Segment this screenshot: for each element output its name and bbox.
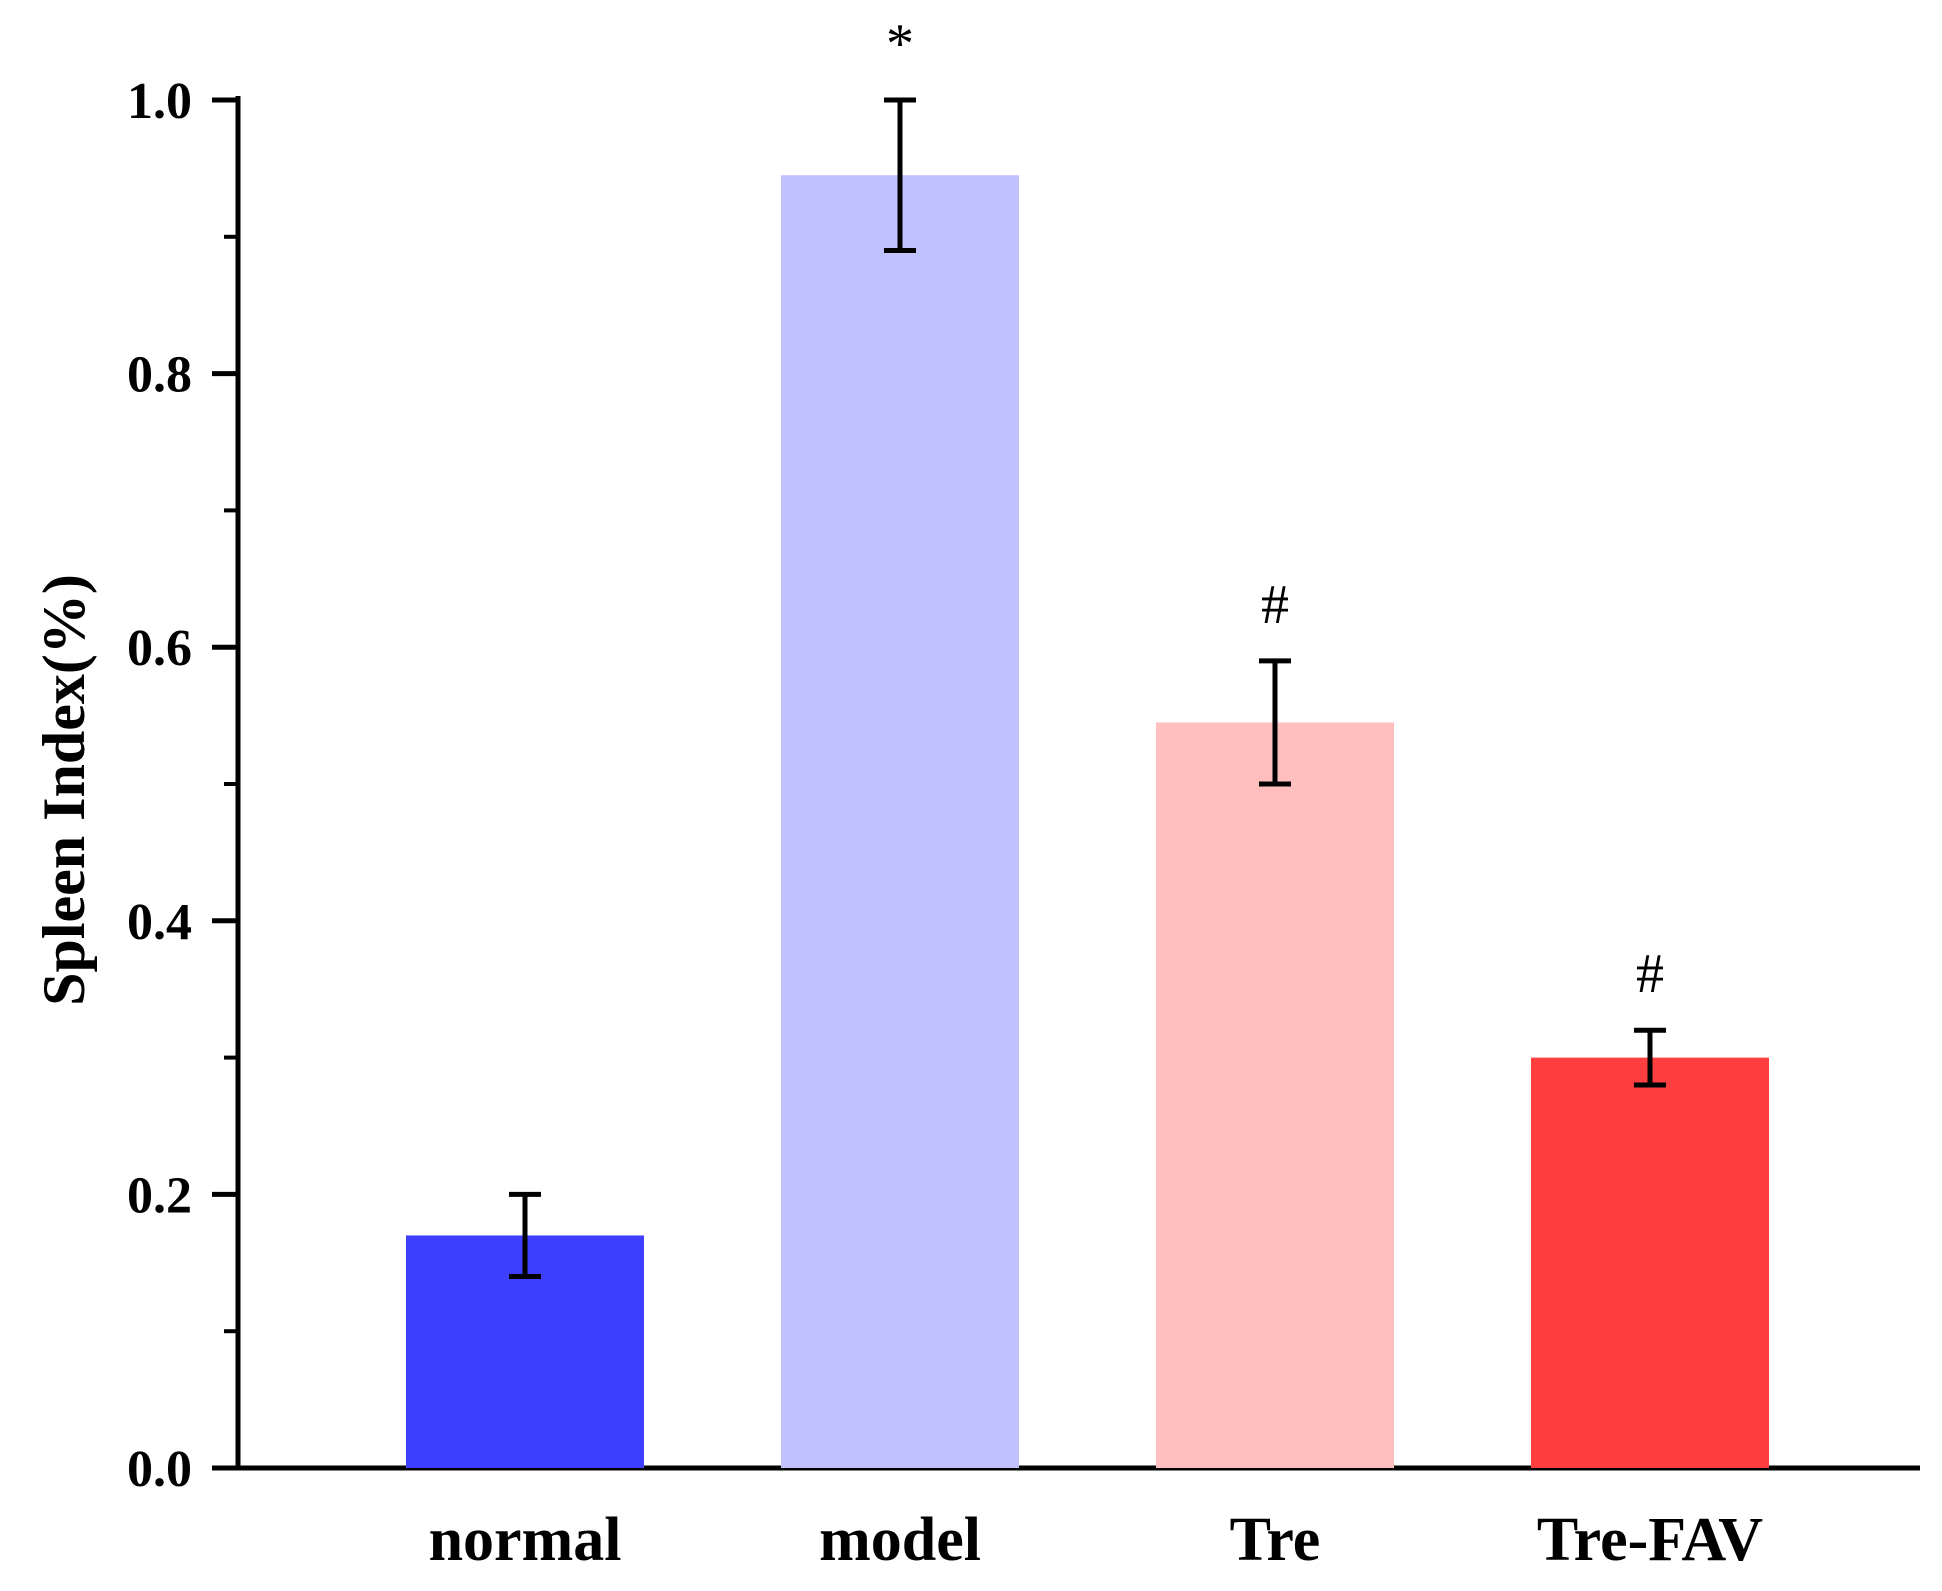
bar-tre xyxy=(1156,722,1394,1468)
bar-model xyxy=(781,175,1019,1469)
error-bar-tre-fav xyxy=(1634,1027,1666,1088)
significance-mark: # xyxy=(1261,574,1289,636)
y-tick-label: 0.4 xyxy=(127,894,192,951)
significance-annotations: * # # xyxy=(886,13,1664,1005)
significance-mark: * xyxy=(886,13,914,75)
y-tick-label: 0.2 xyxy=(127,1167,192,1224)
error-bars xyxy=(509,97,1666,1279)
error-bar-tre xyxy=(1259,658,1291,787)
bar-tre-fav xyxy=(1531,1057,1769,1468)
x-tick-label: model xyxy=(819,1506,981,1574)
x-tick-label: Tre xyxy=(1230,1506,1321,1574)
x-tick-label: normal xyxy=(429,1506,622,1574)
error-bar-normal xyxy=(509,1191,541,1279)
error-bar-model xyxy=(884,97,916,253)
bars xyxy=(406,175,1769,1469)
y-tick-label: 0.0 xyxy=(127,1441,192,1498)
y-tick-label: 1.0 xyxy=(127,73,192,130)
y-axis-title: Spleen Index(%) xyxy=(31,574,97,1006)
y-tick-label: 0.6 xyxy=(127,620,192,677)
tick-labels: 0.0 0.2 0.4 0.6 0.8 1.0 normal model Tre Tre-FAV xyxy=(127,73,1763,1574)
y-tick-label: 0.8 xyxy=(127,347,192,404)
x-tick-label: Tre-FAV xyxy=(1537,1506,1763,1574)
significance-mark: # xyxy=(1636,943,1664,1005)
